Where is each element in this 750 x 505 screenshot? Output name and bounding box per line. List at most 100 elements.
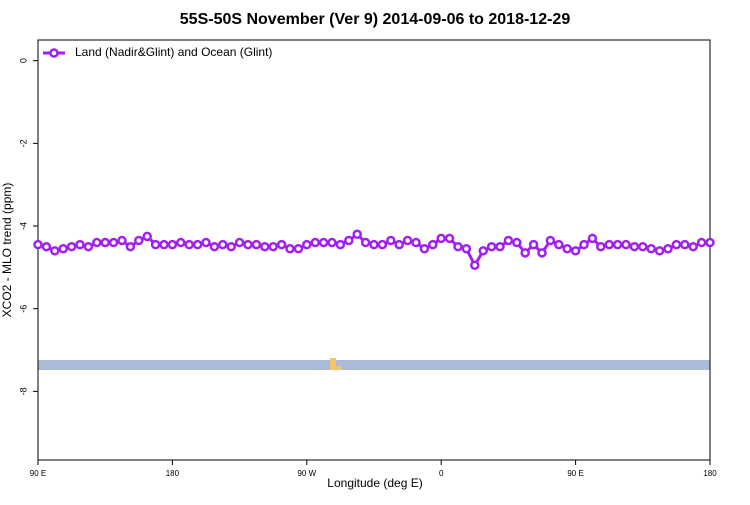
- series-point: [125, 241, 136, 252]
- series-point: [327, 237, 337, 248]
- series-point: [176, 237, 186, 248]
- series-point: [436, 233, 446, 244]
- x-tick-label: 180: [166, 469, 180, 478]
- series-point: [444, 233, 455, 244]
- series-point: [360, 237, 371, 248]
- series-point: [587, 233, 598, 244]
- series-point: [344, 235, 354, 246]
- series-point: [663, 244, 673, 254]
- series-point: [108, 237, 119, 248]
- series-point: [696, 237, 707, 248]
- series-point: [276, 239, 287, 250]
- series-point: [33, 239, 43, 250]
- series-point: [134, 235, 144, 246]
- series-point: [184, 239, 194, 250]
- series-point: [478, 246, 488, 256]
- series-point: [251, 239, 262, 250]
- x-tick-label: 90 W: [297, 469, 316, 478]
- series-point: [318, 237, 329, 248]
- series-point: [142, 231, 152, 242]
- series-point: [100, 237, 110, 248]
- x-axis-label: Longitude (deg E): [327, 476, 422, 490]
- x-tick-label: 0: [439, 469, 444, 478]
- series-point: [260, 241, 270, 252]
- y-tick-label: -2: [18, 139, 28, 147]
- series-point: [638, 241, 648, 252]
- series-point: [268, 241, 278, 252]
- series-point: [226, 241, 236, 252]
- y-axis-label: XCO2 - MLO trend (ppm): [0, 183, 14, 318]
- series-point: [503, 235, 514, 246]
- series-point: [377, 239, 388, 250]
- series-point: [285, 244, 295, 254]
- series-point: [562, 244, 572, 254]
- series-point: [612, 239, 623, 250]
- series-point: [671, 239, 682, 250]
- legend-label: Land (Nadir&Glint) and Ocean (Glint): [75, 45, 272, 59]
- series-point: [302, 239, 312, 250]
- series-point: [66, 241, 77, 252]
- series-point: [554, 239, 564, 250]
- series-point: [41, 241, 52, 252]
- series-point: [92, 237, 102, 248]
- series-point: [596, 241, 606, 252]
- series-point: [117, 235, 127, 246]
- series-point: [352, 229, 362, 240]
- land-mark: [336, 366, 342, 370]
- series-point: [654, 246, 665, 256]
- series-point: [386, 235, 396, 246]
- series-point: [150, 239, 161, 250]
- x-tick-label: 90 E: [30, 469, 46, 478]
- series-point: [167, 239, 178, 250]
- series-point: [83, 241, 94, 252]
- series-point: [428, 239, 438, 250]
- series-point: [604, 239, 614, 250]
- series-point: [512, 237, 522, 248]
- series-point: [570, 246, 581, 256]
- y-tick-label: -4: [18, 222, 28, 230]
- series-point: [411, 237, 421, 248]
- series-point: [419, 244, 430, 254]
- series-point: [293, 244, 304, 254]
- series-point: [688, 241, 698, 252]
- series-point: [461, 244, 472, 254]
- x-tick-label: 90 E: [567, 469, 583, 478]
- y-tick-label: 0: [18, 58, 28, 63]
- y-tick-label: -8: [18, 387, 28, 395]
- land-mark: [330, 358, 336, 370]
- series-point: [579, 239, 589, 250]
- series-point: [402, 235, 413, 246]
- series-point: [545, 235, 556, 246]
- series-point: [209, 241, 220, 252]
- series-point: [537, 248, 547, 258]
- plot-frame: [37, 39, 711, 461]
- series-point: [394, 239, 404, 250]
- series-point: [470, 260, 480, 271]
- series-point: [192, 239, 203, 250]
- series-point: [159, 239, 169, 250]
- series-point: [621, 239, 631, 250]
- series-point: [705, 237, 715, 248]
- series-point: [234, 237, 245, 248]
- x-tick-label: 180: [703, 469, 717, 478]
- series-point: [528, 239, 539, 250]
- series-point: [243, 239, 253, 250]
- chart-title: 55S-50S November (Ver 9) 2014-09-06 to 2…: [180, 11, 571, 28]
- series-point: [486, 241, 497, 252]
- series-point: [453, 241, 463, 252]
- series-point: [50, 246, 60, 256]
- series-point: [335, 239, 346, 250]
- series-point: [495, 241, 505, 252]
- y-tick-label: -6: [18, 305, 28, 313]
- series-point: [75, 239, 85, 250]
- series-point: [201, 237, 211, 248]
- series-point: [646, 244, 656, 254]
- series-point: [629, 241, 640, 252]
- series-point: [520, 248, 530, 258]
- series-point: [58, 244, 68, 254]
- legend-marker: [49, 48, 59, 58]
- series-point: [680, 239, 690, 250]
- series-point: [218, 239, 228, 250]
